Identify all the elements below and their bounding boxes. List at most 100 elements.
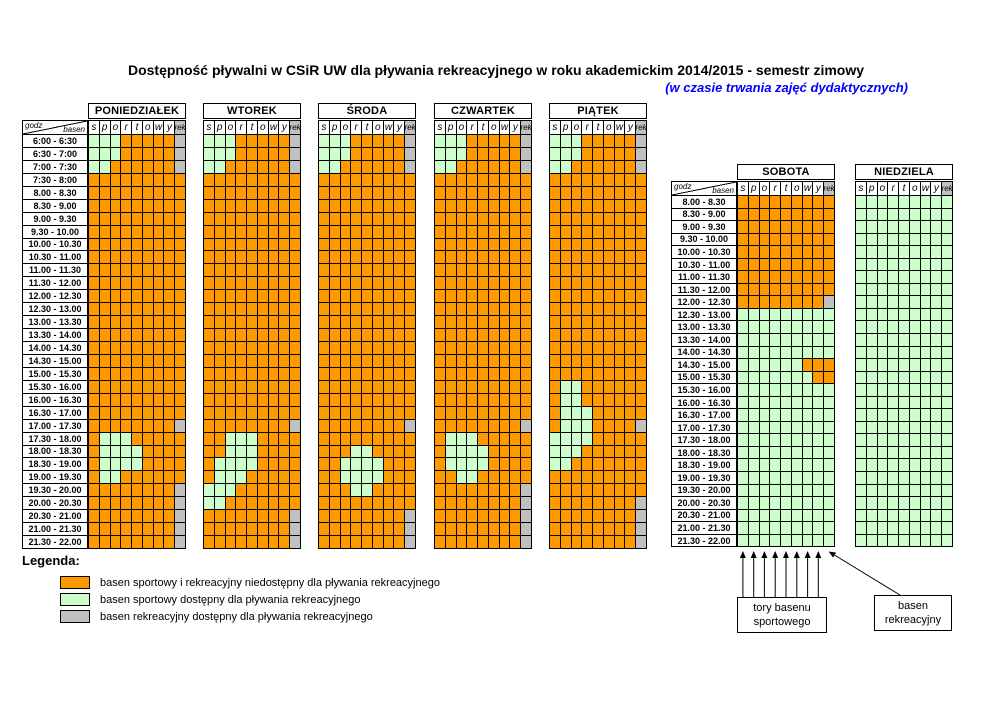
schedule-cell xyxy=(175,225,185,238)
schedule-cell xyxy=(824,522,834,534)
schedule-cell xyxy=(888,308,899,321)
schedule-cell xyxy=(813,484,824,497)
schedule-cell xyxy=(435,354,445,367)
schedule-cell xyxy=(521,536,531,548)
schedule-cell xyxy=(153,354,164,367)
schedule-cell xyxy=(759,484,770,497)
schedule-cell xyxy=(791,371,802,384)
time-label: 7:00 - 7:30 xyxy=(23,160,87,173)
schedule-cell xyxy=(99,212,110,225)
lane-letter-header: p xyxy=(99,121,110,134)
schedule-cell xyxy=(99,458,110,471)
schedule-cell xyxy=(888,359,899,371)
schedule-cell xyxy=(824,246,834,258)
schedule-cell xyxy=(99,523,110,536)
schedule-cell xyxy=(770,409,781,421)
schedule-cell xyxy=(204,329,214,341)
schedule-cell xyxy=(394,536,405,548)
schedule-cell xyxy=(824,359,834,371)
schedule-cell xyxy=(204,380,214,393)
schedule-cell xyxy=(781,409,791,421)
schedule-cell xyxy=(456,406,467,419)
schedule-cell xyxy=(110,238,121,251)
schedule-cell xyxy=(329,303,340,316)
schedule-cell xyxy=(770,472,781,484)
schedule-cell xyxy=(405,419,415,432)
schedule-grid-saturday: sportowyrek xyxy=(737,181,835,548)
schedule-cell xyxy=(813,321,824,334)
schedule-cell xyxy=(920,359,931,371)
schedule-cell xyxy=(738,459,748,472)
schedule-cell xyxy=(467,342,478,354)
schedule-cell xyxy=(478,445,488,458)
schedule-cell xyxy=(89,160,99,173)
schedule-cell xyxy=(813,196,824,208)
schedule-cell xyxy=(499,277,510,290)
schedule-cell xyxy=(636,536,646,548)
lane-letter-header: y xyxy=(931,182,942,195)
schedule-cell xyxy=(582,135,593,147)
schedule-cell xyxy=(329,354,340,367)
schedule-cell xyxy=(571,497,582,510)
rek-column-header: rek xyxy=(175,121,185,134)
schedule-cell xyxy=(290,173,300,186)
rek-arrow xyxy=(828,551,901,596)
schedule-cell xyxy=(488,523,499,536)
schedule-cell xyxy=(153,147,164,160)
schedule-cell xyxy=(942,472,952,484)
time-label: 10.30 - 11.00 xyxy=(672,258,736,271)
schedule-cell xyxy=(499,225,510,238)
schedule-cell xyxy=(931,334,942,346)
schedule-cell xyxy=(142,342,153,354)
schedule-cell xyxy=(132,458,142,471)
schedule-cell xyxy=(931,359,942,371)
schedule-cell xyxy=(791,434,802,446)
schedule-cell xyxy=(142,510,153,523)
lane-letter-header: t xyxy=(132,121,142,134)
schedule-cell xyxy=(153,160,164,173)
schedule-cell xyxy=(813,409,824,421)
schedule-cell xyxy=(362,445,372,458)
schedule-cell xyxy=(175,523,185,536)
schedule-cell xyxy=(329,251,340,264)
schedule-cell xyxy=(351,380,362,393)
schedule-grid-tuesday: sportowyrek xyxy=(203,120,301,549)
schedule-cell xyxy=(636,432,646,445)
lane-letter-header: y xyxy=(625,121,636,134)
schedule-cell xyxy=(888,434,899,446)
schedule-cell xyxy=(456,277,467,290)
schedule-cell xyxy=(866,534,877,547)
schedule-cell xyxy=(110,277,121,290)
time-label: 16.00 - 16.30 xyxy=(23,393,87,406)
schedule-cell xyxy=(279,160,290,173)
schedule-cell xyxy=(268,329,279,341)
schedule-cell xyxy=(521,212,531,225)
schedule-cell xyxy=(571,303,582,316)
schedule-cell xyxy=(899,246,909,258)
schedule-cell xyxy=(435,199,445,212)
schedule-cell xyxy=(759,371,770,384)
schedule-cell xyxy=(636,329,646,341)
schedule-cell xyxy=(899,371,909,384)
schedule-cell xyxy=(560,419,571,432)
schedule-cell xyxy=(856,271,866,283)
schedule-cell xyxy=(931,472,942,484)
schedule-cell xyxy=(204,484,214,497)
schedule-cell xyxy=(824,221,834,233)
schedule-cell xyxy=(791,472,802,484)
schedule-cell xyxy=(225,277,236,290)
schedule-cell xyxy=(329,199,340,212)
schedule-cell xyxy=(931,459,942,472)
schedule-cell xyxy=(435,342,445,354)
schedule-cell xyxy=(478,173,488,186)
schedule-cell xyxy=(625,523,636,536)
schedule-cell xyxy=(888,321,899,334)
schedule-cell xyxy=(791,296,802,308)
schedule-cell xyxy=(625,536,636,548)
schedule-cell xyxy=(550,251,560,264)
schedule-cell xyxy=(340,484,351,497)
schedule-cell xyxy=(510,225,521,238)
schedule-cell xyxy=(488,147,499,160)
schedule-cell xyxy=(351,264,362,277)
schedule-cell xyxy=(759,497,770,509)
